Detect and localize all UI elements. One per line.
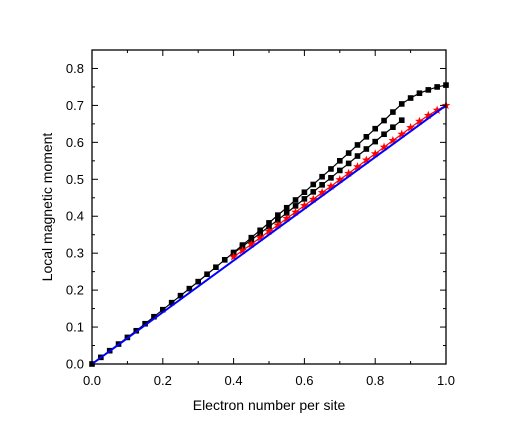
- data-point: [372, 125, 378, 132]
- data-point: [337, 167, 343, 174]
- data-point: [213, 264, 219, 271]
- x-axis-label: Electron number per site: [193, 397, 346, 413]
- data-point: [292, 203, 299, 209]
- y-tick-label: 0.7: [66, 98, 84, 113]
- y-tick-label: 0.0: [66, 357, 84, 372]
- data-point: [398, 101, 405, 107]
- series-0-square: [89, 82, 449, 367]
- data-point: [326, 181, 336, 191]
- plot-area: [89, 82, 451, 367]
- y-tick-label: 0.8: [66, 61, 84, 76]
- x-tick-label: 0.0: [83, 373, 101, 388]
- data-point: [354, 142, 361, 148]
- data-point: [300, 200, 309, 210]
- x-tick-label: 0.8: [366, 373, 384, 388]
- data-point: [317, 187, 327, 197]
- data-point: [328, 175, 334, 181]
- data-point: [151, 313, 157, 320]
- data-point: [283, 210, 290, 216]
- data-point: [390, 109, 396, 115]
- data-point: [372, 138, 378, 145]
- data-point: [432, 105, 442, 114]
- data-point: [195, 278, 201, 285]
- data-point: [310, 181, 317, 188]
- fit-line: [91, 104, 447, 365]
- data-point: [354, 153, 361, 159]
- data-point: [425, 87, 432, 93]
- data-point: [266, 223, 272, 230]
- data-point: [398, 117, 405, 123]
- data-point: [275, 217, 281, 223]
- data-point: [397, 129, 407, 138]
- series-2-star: [229, 100, 451, 261]
- data-point: [361, 155, 371, 164]
- data-point: [328, 166, 334, 172]
- data-point: [363, 146, 370, 152]
- data-point: [168, 299, 175, 306]
- data-point: [229, 252, 238, 261]
- data-point: [388, 135, 398, 145]
- data-point: [337, 158, 343, 164]
- axis-ticks: 0.0 0.2 0.4 0.6 0.8 1.0 0.0 0.1 0.2 0.3 0.4 0.5 0.6 0…: [66, 49, 455, 388]
- y-tick-label: 0.1: [66, 320, 84, 335]
- y-tick-label: 0.2: [66, 283, 84, 298]
- series-3-line: [91, 104, 447, 365]
- data-point: [177, 292, 184, 299]
- data-point: [142, 320, 148, 327]
- data-point: [308, 194, 318, 203]
- data-point: [370, 149, 380, 158]
- data-point: [255, 233, 265, 242]
- data-point: [273, 220, 283, 229]
- data-point: [345, 160, 352, 167]
- y-tick-label: 0.3: [66, 246, 84, 261]
- plot-frame: [91, 49, 447, 365]
- series-1-square: [230, 117, 405, 256]
- data-point: [381, 131, 387, 138]
- y-tick-label: 0.6: [66, 135, 84, 150]
- data-point: [319, 182, 325, 188]
- data-point: [379, 142, 389, 151]
- x-tick-label: 0.4: [225, 373, 243, 388]
- data-point: [257, 227, 263, 234]
- data-point: [434, 84, 440, 90]
- data-point: [238, 245, 247, 255]
- data-point: [282, 213, 292, 223]
- data-point: [319, 173, 325, 180]
- data-point: [283, 204, 290, 211]
- data-point: [310, 189, 317, 195]
- data-point: [246, 239, 256, 249]
- data-point: [291, 207, 300, 216]
- x-tick-label: 0.2: [154, 373, 172, 388]
- data-point: [390, 124, 396, 131]
- data-point: [423, 110, 433, 120]
- x-tick-label: 1.0: [437, 373, 455, 388]
- data-point: [407, 95, 414, 101]
- data-point: [416, 90, 423, 97]
- data-point: [353, 162, 362, 171]
- data-point: [335, 175, 345, 184]
- x-tick-label: 0.6: [295, 373, 313, 388]
- data-point: [345, 150, 352, 156]
- data-point: [415, 116, 424, 126]
- data-point: [406, 122, 415, 132]
- data-point: [363, 134, 370, 140]
- data-point: [344, 168, 354, 178]
- data-point: [275, 212, 281, 218]
- data-point: [292, 197, 299, 203]
- data-point: [266, 220, 272, 226]
- data-point: [301, 196, 308, 202]
- data-point: [301, 189, 308, 196]
- data-point: [186, 285, 193, 292]
- data-point: [160, 306, 166, 313]
- data-point: [264, 226, 274, 236]
- data-point: [381, 117, 387, 124]
- data-point: [221, 257, 228, 263]
- y-axis-label: Local magnetic moment: [39, 133, 55, 282]
- y-tick-label: 0.4: [66, 209, 84, 224]
- y-tick-label: 0.5: [66, 172, 84, 187]
- data-point: [204, 271, 210, 278]
